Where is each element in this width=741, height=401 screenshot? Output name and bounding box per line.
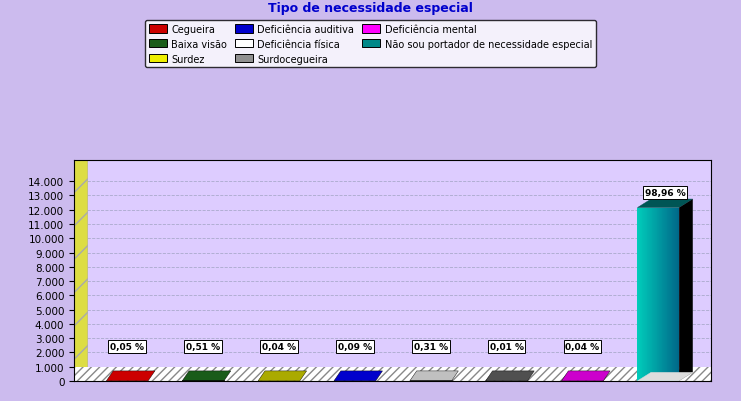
Bar [670,208,671,381]
Bar [660,208,661,381]
Bar [647,208,648,381]
Polygon shape [485,371,534,381]
Bar [665,208,667,381]
Bar [671,208,673,381]
Polygon shape [74,152,725,160]
Bar [74,367,711,381]
Bar [651,208,653,381]
Bar [648,208,649,381]
Polygon shape [334,371,382,381]
Polygon shape [562,371,610,381]
Polygon shape [679,200,693,381]
Bar [639,208,640,381]
Bar [669,208,670,381]
Bar [674,208,675,381]
Bar [664,208,665,381]
Bar [667,208,668,381]
Bar [659,208,660,381]
Bar [642,208,643,381]
Bar [643,208,644,381]
Polygon shape [74,152,87,381]
Polygon shape [637,373,693,381]
Polygon shape [107,371,155,381]
Polygon shape [258,371,307,381]
Polygon shape [637,371,686,381]
Text: 0,01 %: 0,01 % [490,342,524,351]
Bar [672,208,674,381]
Bar [649,208,650,381]
Bar [656,208,657,381]
Bar [644,208,645,381]
Text: 0,31 %: 0,31 % [413,342,448,351]
Text: 0,04 %: 0,04 % [262,342,296,351]
Text: Tipo de necessidade especial: Tipo de necessidade especial [268,2,473,15]
Bar [671,208,672,381]
Bar [645,208,646,381]
Text: 0,51 %: 0,51 % [186,342,220,351]
Polygon shape [410,371,459,381]
Bar [654,208,655,381]
Bar [678,208,679,381]
Polygon shape [637,200,693,208]
Text: 0,05 %: 0,05 % [110,342,144,351]
Bar [655,208,656,381]
Bar [657,208,659,381]
Bar [652,208,654,381]
Text: 98,96 %: 98,96 % [645,188,685,197]
Legend: Cegueira, Baixa visão, Surdez, Deficiência auditiva, Deficiência física, Surdoce: Cegueira, Baixa visão, Surdez, Deficiênc… [145,21,596,68]
Bar [641,208,642,381]
Bar [637,208,639,381]
Bar [651,208,652,381]
Bar [663,208,664,381]
Bar [650,208,651,381]
Bar [668,208,669,381]
Bar [645,208,647,381]
Bar [638,208,639,381]
Bar [675,208,676,381]
Bar [665,208,666,381]
Bar [661,208,662,381]
Bar [662,208,663,381]
Text: 0,09 %: 0,09 % [338,342,372,351]
Bar [676,208,677,381]
Text: 0,04 %: 0,04 % [565,342,599,351]
Bar [182,380,224,381]
Bar [640,208,641,381]
Bar [677,208,679,381]
Polygon shape [182,371,230,381]
Polygon shape [74,152,87,381]
Bar [658,208,659,381]
